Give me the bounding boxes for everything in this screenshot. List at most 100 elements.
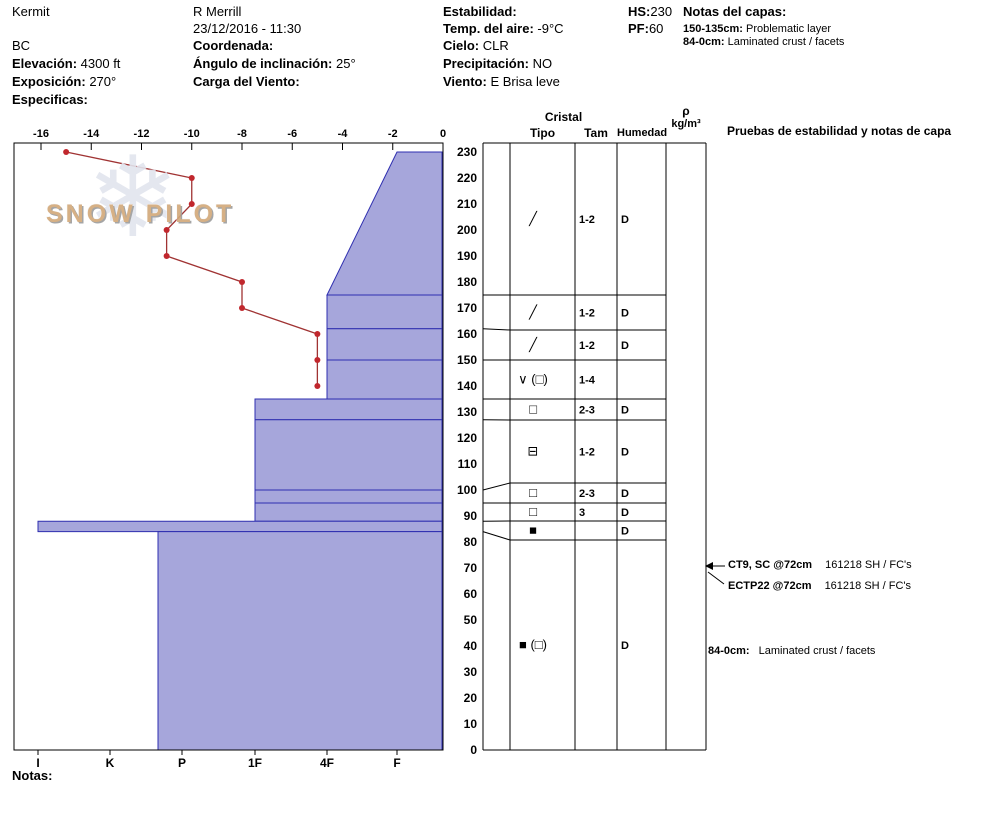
layer-note-1-text: Problematic layer [746,23,831,35]
stability-test-2-detail: 161218 SH / FC's [824,580,912,592]
coordinate-label: Coordenada: [193,38,274,53]
depth-tick-label: 100 [457,483,477,497]
moisture-code: D [621,405,629,417]
hardness-tick-label: P [178,756,186,770]
specifics-line: Especificas: [12,92,88,107]
depth-tick-label: 30 [464,665,478,679]
slope-angle-value: 25° [336,56,356,71]
depth-tick-label: 80 [464,535,478,549]
test-pointer-line [707,571,725,585]
density-header: ρ [682,104,690,118]
layer-depth-connector [482,531,511,541]
temperature-point [188,201,195,207]
depth-tick-label: 160 [457,327,477,341]
hardness-tick-label: I [36,756,39,770]
temperature-point [314,383,321,389]
stability-label: Estabilidad: [443,4,517,19]
stability-test-2: ECTP22 @72cm 161218 SH / FC's [728,580,911,593]
moisture-code: D [621,214,629,226]
grain-type-symbol: □ [529,485,537,500]
temp-tick-label: -14 [83,128,100,140]
stability-test-2-result: ECTP22 @72cm [728,580,812,592]
snow-layer-bar [326,359,443,400]
air-temp-label: Temp. del aire: [443,21,534,36]
depth-tick-label: 110 [458,457,478,471]
grain-type-symbol: ∨ (□) [518,372,548,387]
temperature-point [239,279,245,285]
datetime: 23/12/2016 - 11:30 [193,21,302,36]
snow-layer-bar [37,520,443,533]
depth-tick-label: 220 [457,171,477,185]
aspect-value: 270° [89,74,117,89]
layer-note-2-text: Laminated crust / facets [727,36,845,48]
depth-tick-label: 10 [464,717,478,731]
grain-type-symbol: ■ (□) [519,637,547,652]
pit-name: Kermit [12,4,50,19]
basal-layer-note-text: Laminated crust / facets [758,645,876,657]
basal-layer-note: 84-0cm: Laminated crust / facets [708,645,875,658]
hardness-tick-label: 1F [248,756,262,770]
depth-tick-label: 0 [470,743,477,757]
temperature-line [65,151,319,386]
layer-note-1-range: 150-135cm: [683,23,743,35]
snow-layer-bar [326,294,443,330]
depth-tick-label: 140 [457,379,477,393]
wind-loading-label: Carga del Viento: [193,74,300,89]
grain-type-symbol: ╱ [528,210,538,227]
sky-line: Cielo: CLR [443,38,509,53]
grain-type-symbol: ╱ [528,304,538,321]
grain-type-symbol: ╱ [528,336,538,353]
depth-tick-label: 180 [457,275,477,289]
precip-line: Precipitación: NO [443,56,552,71]
precip-value: NO [532,56,553,71]
snow-layer-bar [254,419,443,491]
wind-line: Viento: E Brisa leve [443,74,560,89]
aspect-label: Exposición: [12,74,86,89]
aspect-line: Exposición: 270° [12,74,116,89]
snow-layer-bar [254,398,443,421]
plot-frame [13,142,444,751]
elevation-label: Elevación: [12,56,78,71]
depth-tick-label: 90 [464,509,478,523]
wind-label: Viento: [443,74,487,89]
specifics-label: Especificas: [12,92,88,107]
layer-note-2-range: 84-0cm: [683,36,725,48]
hardness-tick-label: K [106,756,115,770]
grain-type-symbol: ■ [529,523,537,538]
pf-value: 60 [648,21,664,36]
temp-tick-label: -2 [388,128,398,140]
temp-tick-label: 0 [440,128,446,140]
depth-tick-label: 40 [464,639,478,653]
observer: R Merrill [193,4,242,19]
layer-depth-connector [482,482,511,491]
grain-size: 1-2 [579,308,595,320]
test-arrow-head [705,562,713,570]
hardness-tick-label: 4F [320,756,334,770]
size-header: Tam [584,126,608,140]
elevation-value: 4300 ft [80,56,121,71]
snow-layer-bar [157,531,443,751]
temperature-point [163,227,170,233]
hardness-tick-label: F [393,756,400,770]
snow-layer-bar [254,502,443,522]
sky-value: CLR [482,38,509,53]
precip-label: Precipitación: [443,56,529,71]
hs-line: HS:230 [628,4,672,19]
temp-tick-label: -12 [134,128,150,140]
temp-tick-label: -6 [287,128,297,140]
temp-tick-label: -10 [184,128,200,140]
depth-tick-label: 20 [464,691,478,705]
depth-tick-label: 230 [457,145,477,159]
snow-layer-bar [254,489,443,504]
moisture-code: D [621,640,629,652]
pf-label: PF: [628,21,649,36]
snow-layer-bar [326,328,443,361]
air-temp-value: -9°C [537,21,564,36]
moisture-code: D [621,308,629,320]
snow-layer-bar [326,151,443,296]
temp-tick-label: -16 [33,128,49,140]
temperature-point [239,305,245,311]
moisture-header: Humedad [617,127,668,139]
grain-size: 1-2 [579,447,595,459]
region: BC [12,38,31,53]
